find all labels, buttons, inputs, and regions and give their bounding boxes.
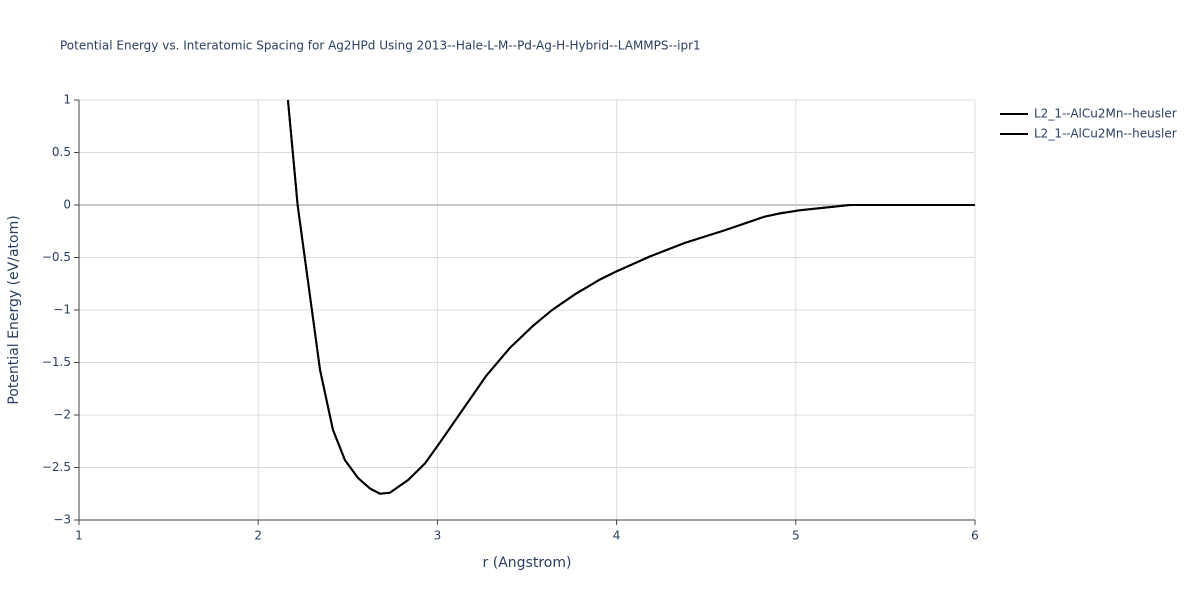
x-tick-label: 6 [971,529,979,543]
y-tick-label: 1 [63,93,71,107]
line-series [286,99,975,495]
y-tick-label: 0.5 [52,145,71,159]
y-tick-label: 0 [63,198,71,212]
y-tick-label: −2 [53,408,71,422]
y-tick-label: −1.5 [42,355,71,369]
y-tick-label: −2.5 [42,460,71,474]
y-tick-label: −3 [53,513,71,527]
x-tick-label: 1 [75,529,83,543]
x-axis-title: r (Angstrom) [483,555,572,571]
x-tick-label: 5 [792,529,800,543]
x-tick-label: 2 [254,529,262,543]
line-series [286,99,975,495]
y-tick-label: −1 [53,303,71,317]
legend-label: L2_1--AlCu2Mn--heusler [1034,107,1177,121]
legend-label: L2_1--AlCu2Mn--heusler [1034,127,1177,141]
x-tick-label: 3 [434,529,442,543]
x-tick-label: 4 [613,529,621,543]
chart-title: Potential Energy vs. Interatomic Spacing… [60,39,701,53]
y-tick-label: −0.5 [42,250,71,264]
y-axis-title: Potential Energy (eV/atom) [6,215,22,404]
